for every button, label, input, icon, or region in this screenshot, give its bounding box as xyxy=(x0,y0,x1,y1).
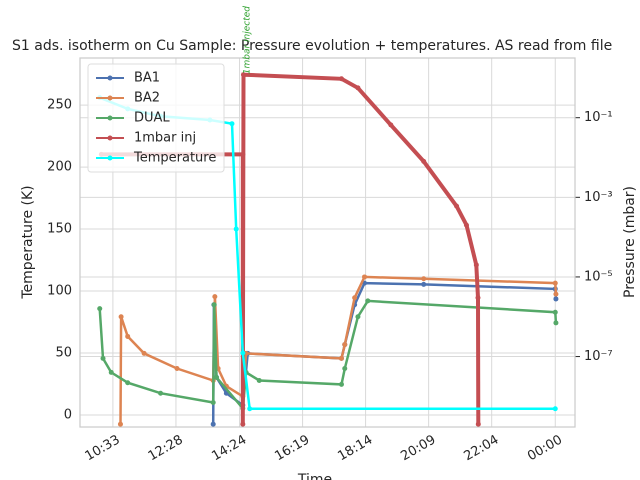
chart-title: S1 ads. isotherm on Cu Sample: Pressure … xyxy=(12,38,612,54)
series-point xyxy=(108,369,114,375)
series-point xyxy=(473,262,479,268)
x-tick-label: 00:00 xyxy=(525,433,565,465)
series-point xyxy=(211,302,217,308)
series-point xyxy=(365,298,371,304)
series-point xyxy=(213,374,219,380)
y2-tick-label: 10⁻³ xyxy=(584,190,613,205)
x-tick-label: 22:04 xyxy=(461,433,501,465)
series-point xyxy=(117,421,123,427)
legend-label: Temperature xyxy=(133,151,216,166)
y-tick-label: 250 xyxy=(47,98,72,113)
series-point xyxy=(553,320,559,326)
series-point xyxy=(240,151,246,157)
plot-frame xyxy=(79,57,576,428)
series-line xyxy=(98,299,558,412)
series-point xyxy=(141,350,147,356)
series-point xyxy=(355,85,361,91)
x-tick-label: 20:09 xyxy=(398,433,438,465)
series-point xyxy=(338,381,344,387)
series-point xyxy=(552,309,558,315)
series-point xyxy=(342,342,348,348)
series-point xyxy=(247,406,253,412)
series-point xyxy=(174,366,180,372)
legend-marker xyxy=(107,75,113,81)
series-point xyxy=(97,306,103,312)
legend-marker xyxy=(107,95,113,101)
series-point xyxy=(454,203,460,209)
series-point xyxy=(463,222,469,228)
series-point xyxy=(352,295,358,301)
series-point xyxy=(118,314,124,320)
series-point xyxy=(421,276,427,282)
series-point xyxy=(362,274,368,280)
y-tick-label: 50 xyxy=(55,346,72,361)
series-line xyxy=(119,275,558,425)
annotation: 1mbar injected xyxy=(242,6,252,75)
series-point xyxy=(475,295,481,301)
legend-marker xyxy=(107,115,113,121)
legend-label: BA1 xyxy=(134,71,160,86)
y-tick-label: 150 xyxy=(47,222,72,237)
legend-label: 1mbar inj xyxy=(134,131,196,146)
series-point xyxy=(421,158,427,164)
series-point xyxy=(342,366,348,372)
series-point xyxy=(338,76,344,82)
series-point xyxy=(553,296,559,302)
x-tick-label: 18:14 xyxy=(335,433,375,465)
x-tick-label: 10:33 xyxy=(83,433,123,465)
y-tick-label: 100 xyxy=(47,284,72,299)
y2-tick-label: 10⁻¹ xyxy=(584,110,613,125)
legend-label: DUAL xyxy=(134,111,170,126)
series-point xyxy=(233,226,239,232)
series-point xyxy=(240,72,246,78)
series-point xyxy=(240,421,246,427)
series-point xyxy=(125,333,131,339)
series-point xyxy=(210,400,216,406)
series-point xyxy=(125,380,131,386)
y2-tick-label: 10⁻⁵ xyxy=(584,269,613,284)
series-point xyxy=(229,121,235,127)
series-point xyxy=(210,421,216,427)
legend-box xyxy=(87,63,225,173)
series-point xyxy=(100,355,106,361)
series-point xyxy=(212,294,218,300)
series-point xyxy=(552,406,558,412)
y-axis-title: Temperature (K) xyxy=(20,185,36,299)
series-point xyxy=(475,421,481,427)
series-point xyxy=(553,291,559,297)
series-point xyxy=(256,378,262,384)
x-axis-title: Time xyxy=(297,472,332,480)
x-tick-label: 14:24 xyxy=(209,433,249,465)
series-point xyxy=(388,122,394,128)
series-point xyxy=(158,390,164,396)
x-tick-label: 16:19 xyxy=(272,433,312,465)
series-point xyxy=(338,355,344,361)
y2-axis-title: Pressure (mbar) xyxy=(622,186,638,298)
series-point xyxy=(240,350,246,356)
y2-tick-label: 10⁻⁷ xyxy=(584,349,613,364)
legend-marker xyxy=(107,135,113,141)
y-tick-label: 0 xyxy=(64,407,72,422)
y-tick-label: 200 xyxy=(47,160,72,175)
series-point xyxy=(552,280,558,286)
x-tick-label: 12:28 xyxy=(146,433,186,465)
legend-label: BA2 xyxy=(134,91,160,106)
series-point xyxy=(355,314,361,320)
legend-marker xyxy=(107,155,113,161)
series-point xyxy=(421,281,427,287)
